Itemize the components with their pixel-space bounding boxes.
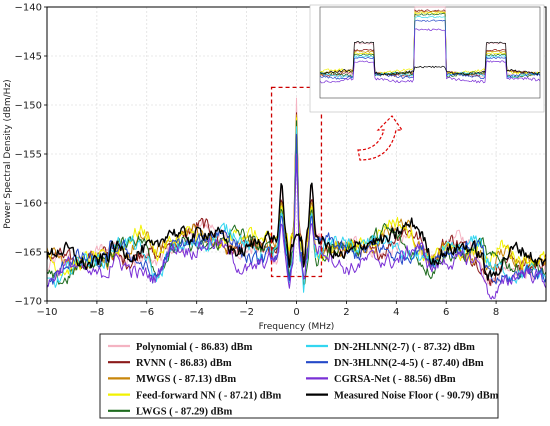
x-tick-label: 6 <box>443 307 449 318</box>
inset-series-5 <box>319 13 541 78</box>
axis-ticks: −10 −8 −6 −4 −2 0 2 4 6 8 −170 −165 −160 −155 −150 −145… <box>15 3 500 319</box>
legend-label-1: Polynomial ( - 86.83) dBm <box>136 342 253 353</box>
zoom-highlight-box <box>270 86 323 278</box>
y-tick-label: −150 <box>15 101 42 112</box>
inset-series-2 <box>319 9 541 77</box>
legend-label-9: Measured Noise Floor ( - 90.79) dBm <box>334 390 499 401</box>
arrow-shape <box>357 115 404 161</box>
y-tick-label: −155 <box>15 150 42 161</box>
series-line-7 <box>47 133 546 287</box>
legend-label-7: DN-3HLNN(2-4-5) ( - 87.40) dBm <box>334 358 484 369</box>
y-tick-label: −160 <box>15 199 42 210</box>
zoom-inset <box>309 4 545 113</box>
inset-series-6 <box>319 15 541 80</box>
y-tick-label: −140 <box>15 3 42 14</box>
legend <box>99 333 499 419</box>
series-lines <box>47 97 546 300</box>
legend-label-6: DN-2HLNN(2-7) ( - 87.32) dBm <box>334 342 475 353</box>
y-tick-label: −145 <box>15 52 42 63</box>
x-tick-label: −6 <box>139 307 154 318</box>
inset-series-4 <box>319 11 541 76</box>
series-line-3 <box>47 114 546 275</box>
y-axis-label: Power Spectral Density (dBm/Hz) <box>3 79 13 228</box>
legend-entries: Polynomial ( - 86.83) dBm RVNN ( - 86.83)… <box>108 342 499 418</box>
x-tick-label: 8 <box>493 307 499 318</box>
series-line-9 <box>47 182 546 281</box>
inset-series-9 <box>319 41 541 76</box>
legend-label-3: MWGS ( - 87.13) dBm <box>136 374 236 385</box>
legend-label-4: Feed-forward NN ( - 87.21) dBm <box>136 390 282 401</box>
x-axis-label: Frequency (MHz) <box>259 322 335 332</box>
x-tick-label: −8 <box>90 307 105 318</box>
x-tick-label: −2 <box>239 307 254 318</box>
x-tick-label: −4 <box>189 307 204 318</box>
series-line-5 <box>47 120 546 286</box>
y-tick-label: −170 <box>15 297 42 308</box>
inset-series-8 <box>319 28 541 84</box>
x-tick-label: 2 <box>343 307 349 318</box>
inset-frame <box>319 6 541 99</box>
zoom-arrow <box>357 115 404 161</box>
x-tick-label: 4 <box>393 307 399 318</box>
y-tick-label: −165 <box>15 248 42 259</box>
inset-series-7 <box>319 19 541 80</box>
legend-label-5: LWGS ( - 87.29) dBm <box>136 407 232 418</box>
x-tick-label: 0 <box>293 307 299 318</box>
legend-label-8: CGRSA-Net ( - 88.56) dBm <box>334 374 456 385</box>
x-tick-label: −10 <box>36 307 57 318</box>
series-line-8 <box>47 153 546 300</box>
legend-label-2: RVNN ( - 86.83) dBm <box>136 358 232 369</box>
